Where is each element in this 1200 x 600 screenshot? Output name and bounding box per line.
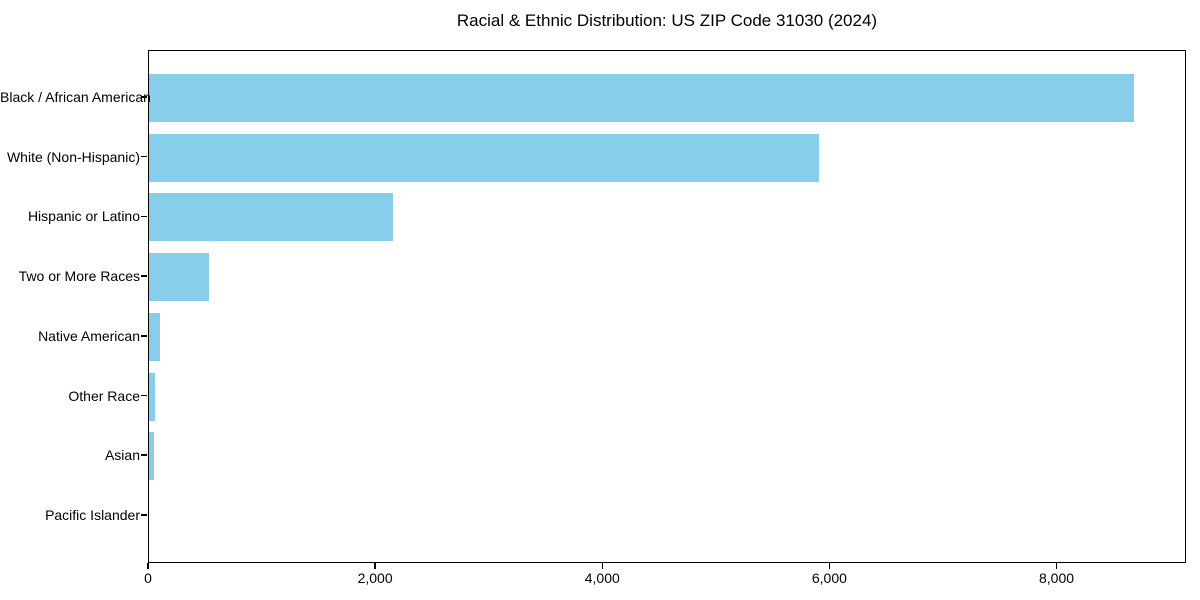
- x-tick-mark: [601, 563, 604, 569]
- y-tick-mark: [141, 96, 147, 98]
- plot-area: [148, 50, 1186, 563]
- chart-title: Racial & Ethnic Distribution: US ZIP Cod…: [456, 11, 878, 30]
- x-tick-mark: [147, 563, 149, 569]
- bar-white-non-hispanic: [149, 133, 819, 182]
- y-tick-label: Asian: [104, 447, 140, 464]
- bar-asian: [149, 432, 154, 481]
- y-tick-label: Native American: [38, 327, 140, 344]
- x-tick-mark: [1055, 563, 1058, 569]
- y-tick-label: Two or More Races: [18, 268, 140, 285]
- y-tick-mark: [141, 335, 147, 337]
- y-tick-mark: [141, 155, 147, 158]
- x-tick-label: 6,000: [811, 570, 847, 586]
- x-tick-mark: [374, 563, 376, 569]
- x-tick-mark: [828, 563, 831, 569]
- y-tick-mark: [141, 394, 147, 397]
- y-tick-mark: [141, 275, 147, 277]
- bar-black-african-american: [149, 74, 1134, 122]
- y-tick-mark: [141, 215, 147, 218]
- y-tick-label: Black / African American: [0, 89, 151, 105]
- x-tick-label: 0: [144, 570, 152, 586]
- bar-other-race: [149, 372, 156, 421]
- bar-native-american: [149, 312, 160, 361]
- bar-hispanic-or-latino: [149, 193, 393, 242]
- y-tick-label: Hispanic or Latino: [27, 208, 140, 225]
- x-tick-label: 4,000: [584, 570, 620, 586]
- y-tick-label: Other Race: [68, 387, 140, 404]
- y-tick-mark: [141, 514, 147, 516]
- y-tick-mark: [141, 454, 147, 456]
- x-tick-label: 8,000: [1039, 570, 1075, 586]
- bar-two-or-more-races: [149, 253, 210, 302]
- y-tick-label: Pacific Islander: [45, 506, 140, 523]
- y-tick-label: White (Non-Hispanic): [6, 148, 140, 165]
- x-tick-label: 2,000: [357, 570, 393, 586]
